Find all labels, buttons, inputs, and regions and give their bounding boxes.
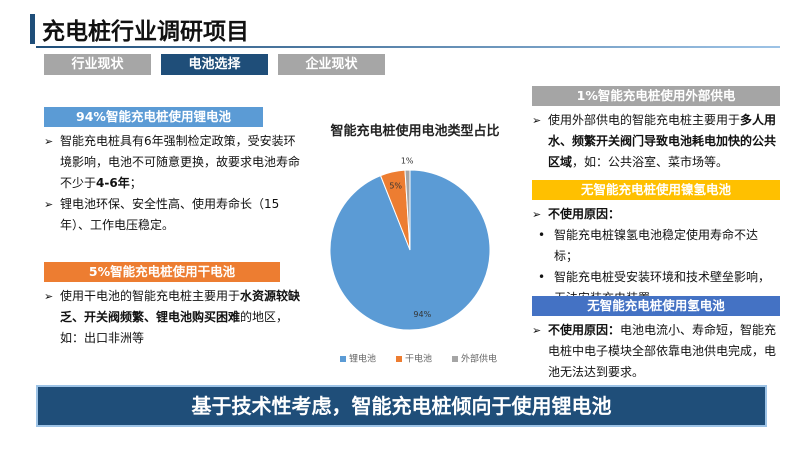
- section-header: 5%智能充电桩使用干电池: [44, 262, 280, 282]
- legend-swatch: [452, 356, 458, 362]
- text: 智能充电桩具有6年强制检定政策，受安装环境影响，电池不可随意更换，故要求电池寿命…: [60, 134, 301, 190]
- section: 1%智能充电桩使用外部供电使用外部供电的智能充电桩主要用于多人用水、频繁开关阀门…: [532, 86, 780, 173]
- pie-chart: 智能充电桩使用电池类型占比 94% 5% 1% 锂电池 干电池 外部供电: [329, 123, 500, 365]
- bullet-item: 智能充电桩镍氢电池稳定使用寿命不达标；: [532, 225, 780, 267]
- text: ；: [129, 176, 142, 190]
- bullet-item: 使用干电池的智能充电桩主要用于水资源较缺乏、开关阀频繁、锂电池购买困难的地区，如…: [44, 286, 306, 349]
- tab[interactable]: 电池选择: [161, 54, 268, 75]
- legend-swatch: [396, 356, 402, 362]
- legend-label: 干电池: [405, 353, 432, 365]
- section: 94%智能充电桩使用锂电池智能充电桩具有6年强制检定政策，受安装环境影响，电池不…: [44, 107, 306, 236]
- chart-title: 智能充电桩使用电池类型占比: [330, 123, 499, 139]
- section-header: 无智能充电桩使用氢电池: [532, 296, 780, 316]
- section-header: 无智能充电桩使用镍氢电池: [532, 180, 780, 200]
- bullet-item: 锂电池环保、安全性高、使用寿命长（15年）、工作电压稳定。: [44, 194, 306, 236]
- bullet-item: 不使用原因：: [532, 204, 780, 225]
- bold-text: 不使用原因：: [548, 323, 621, 337]
- text: 锂电池环保、安全性高、使用寿命长（15年）、工作电压稳定。: [60, 197, 280, 232]
- bullet-item: 智能充电桩具有6年强制检定政策，受安装环境影响，电池不可随意更换，故要求电池寿命…: [44, 131, 306, 194]
- section: 无智能充电桩使用氢电池不使用原因：电池电流小、寿命短，智能充电桩中电子模块全部依…: [532, 296, 780, 383]
- text: 的地区，如：出口非洲等: [60, 310, 289, 345]
- data-label: 5%: [389, 181, 402, 190]
- legend-swatch: [340, 356, 346, 362]
- bold-text: 多人用水、频繁开关阀门导致电池耗电加快的公共区域: [548, 113, 777, 169]
- data-label: 94%: [413, 310, 431, 319]
- text: 使用外部供电的智能充电桩主要用于: [548, 113, 741, 127]
- title-rule: [36, 46, 780, 48]
- title-accent: [30, 14, 35, 44]
- tab[interactable]: 企业现状: [278, 54, 385, 75]
- section: 无智能充电桩使用镍氢电池不使用原因：智能充电桩镍氢电池稳定使用寿命不达标；智能充…: [532, 180, 780, 309]
- bold-text: 水资源较缺乏、开关阀频繁、锂电池购买困难: [60, 289, 301, 324]
- bold-text: 4-6年: [96, 176, 130, 190]
- conclusion-banner: 基于技术性考虑，智能充电桩倾向于使用锂电池: [38, 387, 765, 425]
- bold-text: 不使用原因：: [548, 207, 621, 221]
- tab[interactable]: 行业现状: [44, 54, 151, 75]
- slide-title: 充电桩行业调研项目: [42, 19, 249, 45]
- pie-slice: [404, 169, 411, 251]
- section: 5%智能充电桩使用干电池使用干电池的智能充电桩主要用于水资源较缺乏、开关阀频繁、…: [44, 262, 306, 349]
- bullet-item: 不使用原因：电池电流小、寿命短，智能充电桩中电子模块全部依靠电池供电完成，电池无…: [532, 320, 780, 383]
- text: 电池电流小、寿命短，智能充电桩中电子模块全部依靠电池供电完成，电池无法达到要求。: [548, 323, 777, 379]
- text: 智能充电桩镍氢电池稳定使用寿命不达标；: [554, 228, 759, 263]
- section-header: 1%智能充电桩使用外部供电: [532, 86, 780, 106]
- bullet-item: 使用外部供电的智能充电桩主要用于多人用水、频繁开关阀门导致电池耗电加快的公共区域…: [532, 110, 780, 173]
- legend-label: 外部供电: [461, 353, 497, 365]
- text: 使用干电池的智能充电桩主要用于: [60, 289, 241, 303]
- text: ，如：公共浴室、菜市场等。: [572, 155, 729, 169]
- section-header: 94%智能充电桩使用锂电池: [44, 107, 263, 127]
- data-label: 1%: [401, 157, 414, 166]
- legend-label: 锂电池: [349, 353, 376, 365]
